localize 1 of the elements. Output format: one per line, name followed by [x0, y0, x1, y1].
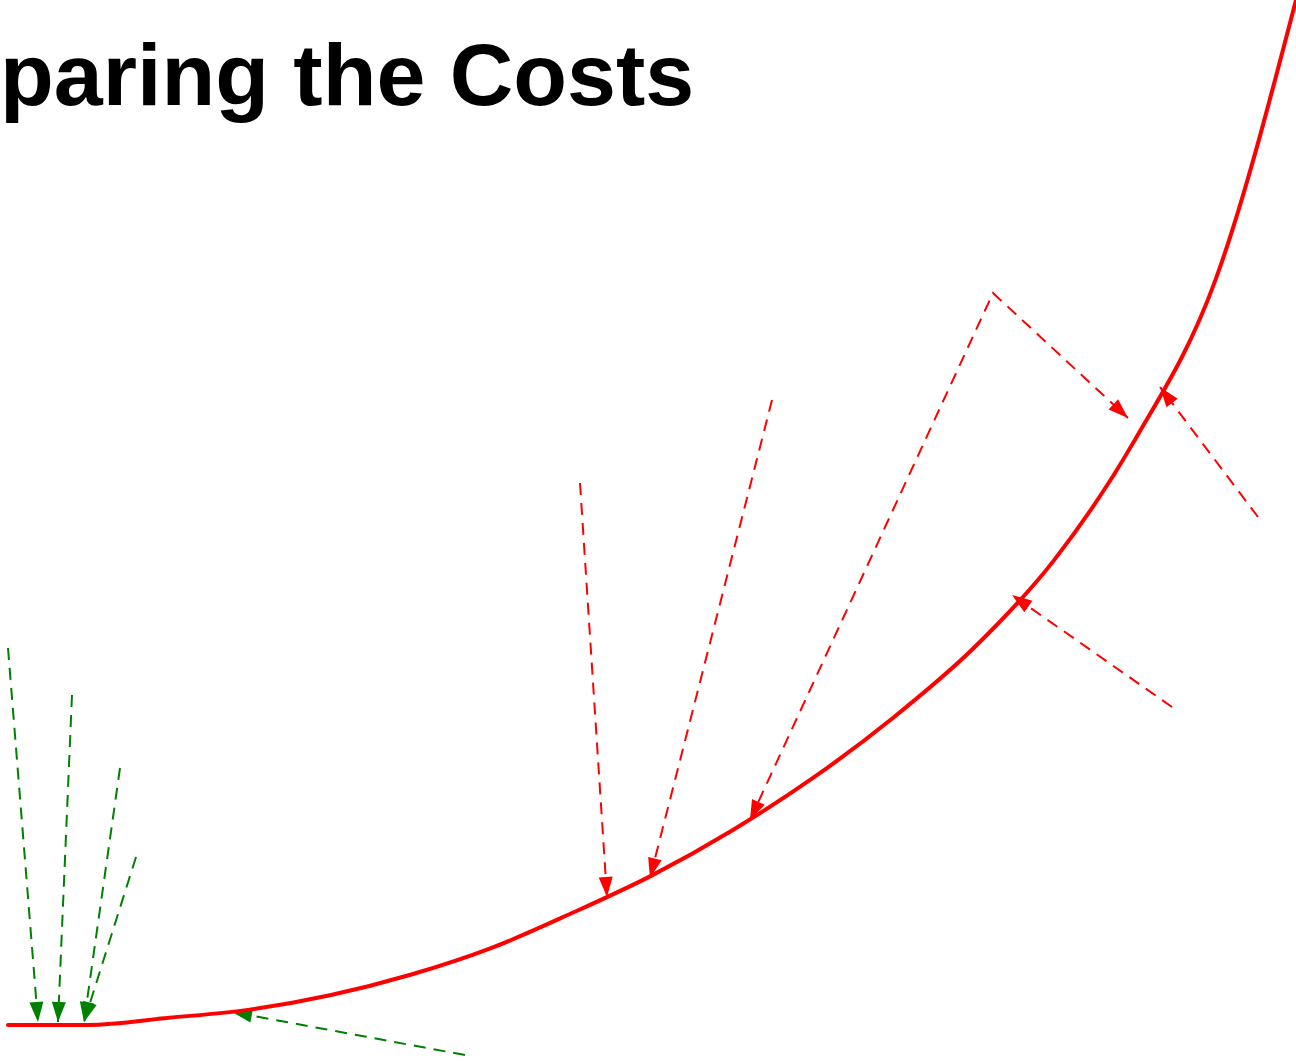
chart-title: paring the Costs [0, 25, 695, 124]
